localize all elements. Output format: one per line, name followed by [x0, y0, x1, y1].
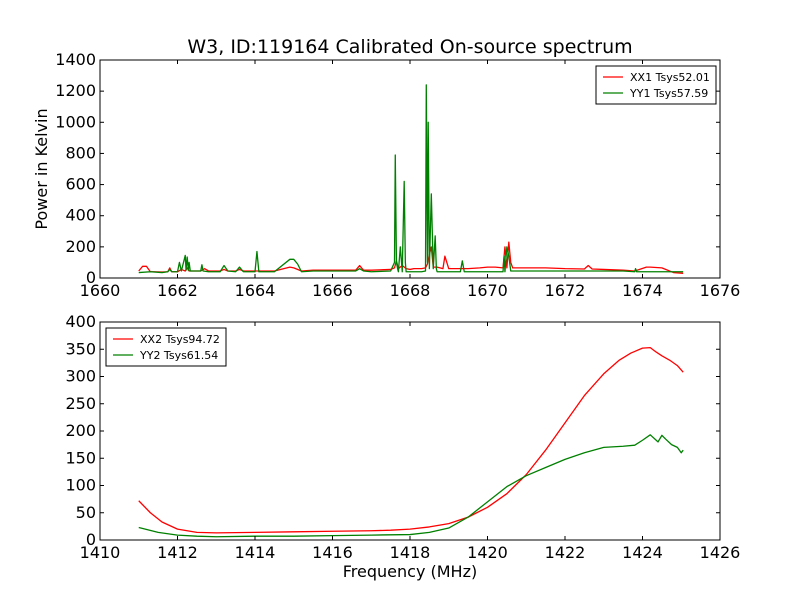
- legend-label-top-2: YY1 Tsys57.59: [629, 87, 708, 100]
- x-tick-label-bottom-1: 1412: [157, 543, 198, 562]
- legend-box-top: [595, 65, 717, 105]
- x-tick-label-bottom-8: 1426: [700, 543, 741, 562]
- plot-top-series-layer: [138, 84, 684, 274]
- x-tick-label-bottom-7: 1424: [622, 543, 663, 562]
- y-tick-label-bottom-8: 400: [65, 312, 96, 331]
- y-axis-label-top: Power in Kelvin: [32, 108, 51, 229]
- series-line-top-2: [138, 84, 684, 274]
- y-tick-label-bottom-0: 0: [86, 530, 96, 549]
- y-tick-label-bottom-3: 150: [65, 448, 96, 467]
- y-tick-label-bottom-5: 250: [65, 394, 96, 413]
- y-tick-label-top-3: 600: [65, 175, 96, 194]
- y-tick-label-bottom-2: 100: [65, 476, 96, 495]
- y-tick-label-top-0: 0: [86, 268, 96, 287]
- y-tick-label-bottom-6: 300: [65, 367, 96, 386]
- x-tick-label-bottom-5: 1420: [467, 543, 508, 562]
- legend-label-bottom-2: YY2 Tsys61.54: [139, 349, 218, 362]
- y-tick-label-top-6: 1200: [55, 81, 96, 100]
- legend-label-top-1: XX1 Tsys52.01: [630, 71, 710, 84]
- x-tick-label-bottom-3: 1416: [312, 543, 353, 562]
- x-tick-label-top-1: 1662: [157, 281, 198, 300]
- y-tick-label-top-7: 1400: [55, 50, 96, 69]
- x-tick-label-bottom-0: 1410: [80, 543, 121, 562]
- y-tick-label-bottom-1: 50: [76, 503, 96, 522]
- x-tick-label-top-0: 1660: [80, 281, 121, 300]
- chart-title: W3, ID:119164 Calibrated On-source spect…: [187, 36, 632, 58]
- y-tick-label-top-2: 400: [65, 206, 96, 225]
- plot-bottom-legend: XX2 Tsys94.72 YY2 Tsys61.54: [105, 327, 227, 367]
- plot-bottom-frame: [99, 321, 721, 541]
- y-tick-label-top-4: 800: [65, 143, 96, 162]
- x-axis-label: Frequency (MHz): [343, 562, 477, 581]
- x-tick-label-top-7: 1674: [622, 281, 663, 300]
- plot-top-legend: XX1 Tsys52.01 YY1 Tsys57.59: [595, 65, 717, 105]
- legend-label-bottom-1: XX2 Tsys94.72: [140, 333, 220, 346]
- plot-bottom-ticks: 1410 1412 1414 1416 1418 1420 1422 1424 1426 0 50 1…: [65, 312, 740, 562]
- x-tick-label-top-2: 1664: [235, 281, 276, 300]
- y-tick-label-top-1: 200: [65, 237, 96, 256]
- legend-box-bottom: [105, 327, 227, 367]
- plot-top: 1660 1662 1664 1666 1668 1670 1672 1674 1676 0 200…: [55, 50, 740, 300]
- x-tick-label-top-5: 1670: [467, 281, 508, 300]
- x-tick-label-top-8: 1676: [700, 281, 741, 300]
- y-tick-label-top-5: 1000: [55, 112, 96, 131]
- y-tick-label-bottom-4: 200: [65, 421, 96, 440]
- x-tick-label-top-6: 1672: [545, 281, 586, 300]
- x-tick-label-bottom-6: 1422: [545, 543, 586, 562]
- plot-top-ticks: 1660 1662 1664 1666 1668 1670 1672 1674 1676 0 200…: [55, 50, 740, 300]
- y-tick-label-bottom-7: 350: [65, 339, 96, 358]
- x-tick-label-top-4: 1668: [390, 281, 431, 300]
- x-tick-label-bottom-4: 1418: [390, 543, 431, 562]
- series-line-bottom-1: [138, 346, 684, 534]
- plot-top-frame: [99, 59, 721, 279]
- x-tick-label-bottom-2: 1414: [235, 543, 276, 562]
- x-tick-label-top-3: 1666: [312, 281, 353, 300]
- plot-bottom: 1410 1412 1414 1416 1418 1420 1422 1424 1426 0 50 1…: [65, 312, 740, 562]
